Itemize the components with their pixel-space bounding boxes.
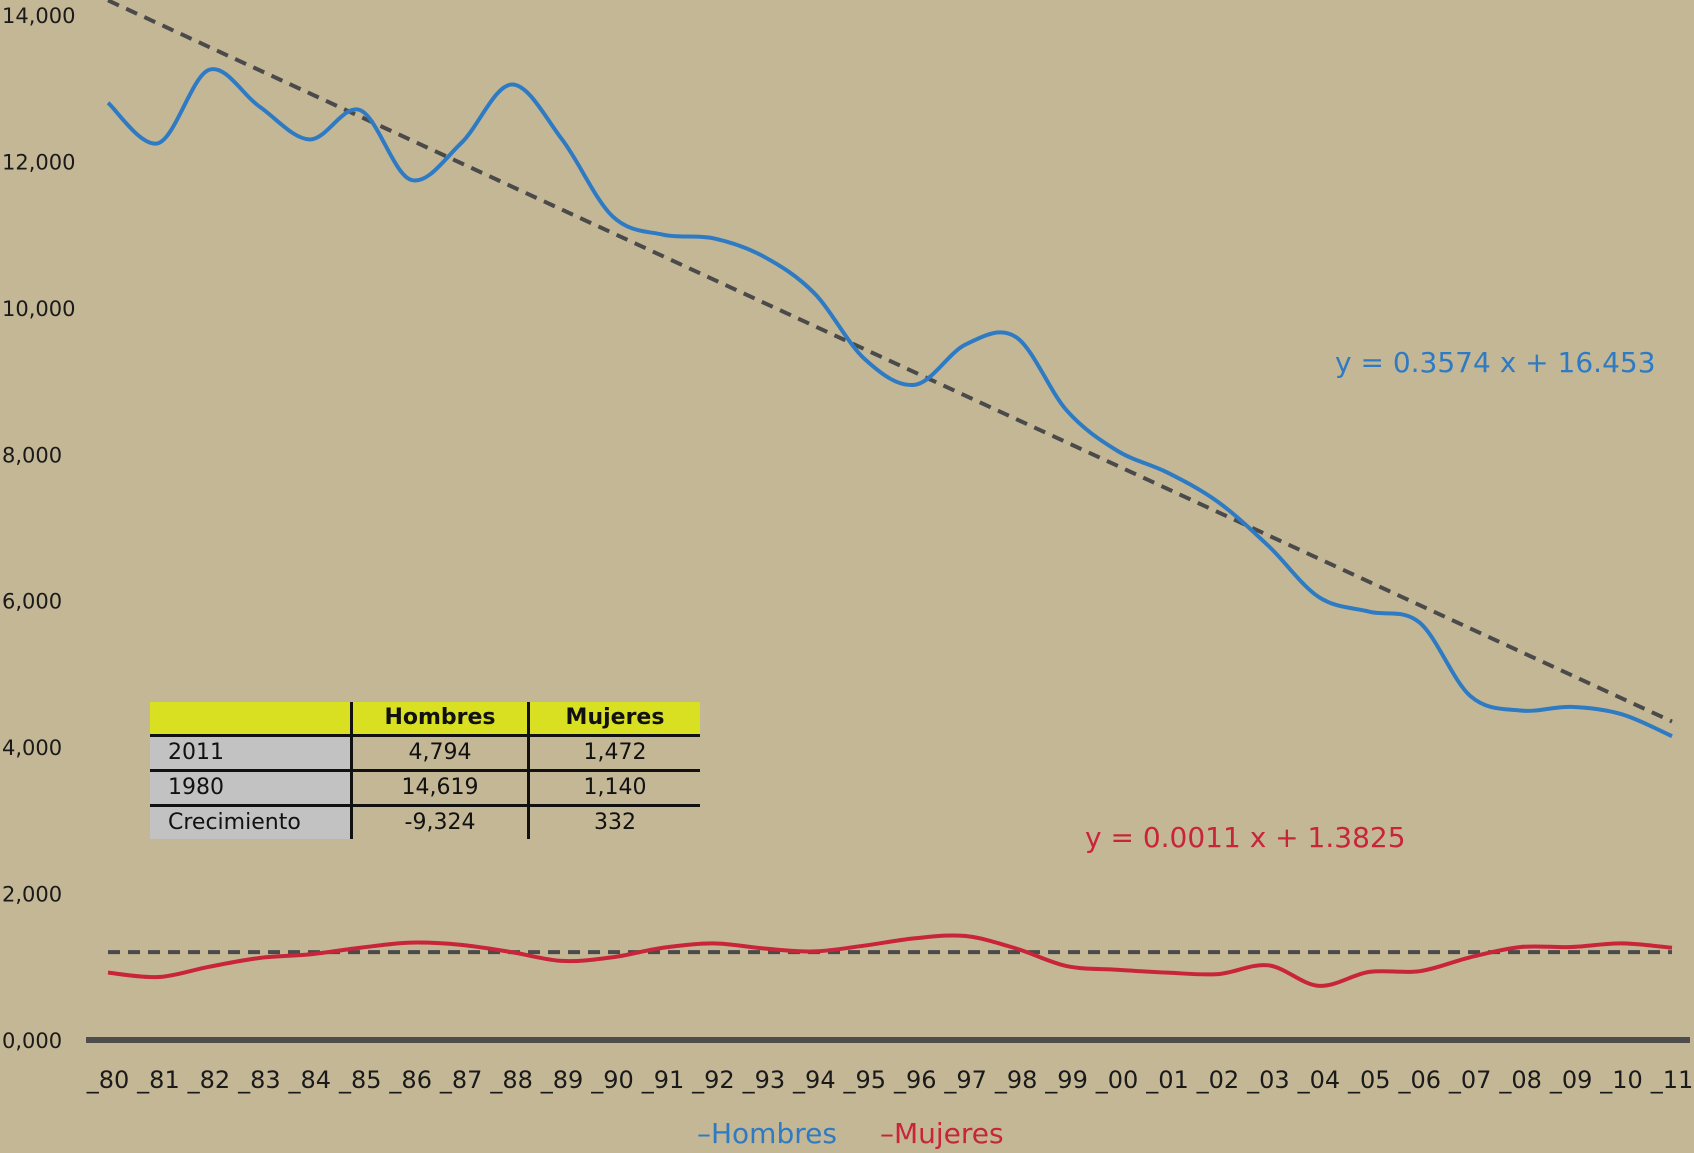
table-row: 1980 14,619 1,140 — [150, 769, 700, 806]
x-tick-label: _95 — [843, 1066, 887, 1094]
x-tick-label: _81 — [136, 1066, 180, 1094]
x-tick-label: _07 — [1448, 1066, 1492, 1094]
y-tick-label: 0,000 — [2, 1029, 62, 1053]
hombres-equation: y = 0.3574 x + 16.453 — [1335, 346, 1656, 379]
legend-hombres: –Hombres — [697, 1117, 837, 1150]
series-lines — [106, 67, 1673, 988]
table-cell-mujeres: 1,140 — [527, 769, 700, 806]
legend-mujeres: –Mujeres — [880, 1117, 1004, 1150]
x-tick-label: _03 — [1246, 1066, 1290, 1094]
y-tick-label: 4,000 — [2, 736, 62, 760]
y-tick-label: 14,000 — [2, 4, 75, 28]
table-header-blank — [150, 702, 352, 736]
x-tick-label: _04 — [1297, 1066, 1341, 1094]
x-tick-label: _94 — [792, 1066, 836, 1094]
x-tick-label: _97 — [943, 1066, 987, 1094]
x-axis-ticks: _80 _81 _82 _83 _84 _85 _86 _87 _88 _89 _90 _91 _92 _… — [86, 1066, 1694, 1094]
x-tick-label: _87 — [439, 1066, 483, 1094]
x-tick-label: _99 — [1044, 1066, 1088, 1094]
table-row: Crecimiento -9,324 332 — [150, 804, 700, 839]
table-cell-label: 2011 — [150, 734, 352, 771]
x-tick-label: _92 — [691, 1066, 735, 1094]
x-tick-label: _01 — [1145, 1066, 1189, 1094]
y-tick-label: 2,000 — [2, 883, 62, 907]
table-cell-hombres: 4,794 — [350, 734, 529, 771]
mujeres-equation: y = 0.0011 x + 1.3825 — [1085, 821, 1406, 854]
x-tick-label: _11 — [1650, 1066, 1694, 1094]
series-line-hombres — [106, 67, 1673, 738]
table-header-hombres: Hombres — [350, 702, 529, 736]
x-tick-label: _06 — [1397, 1066, 1441, 1094]
table-row: 2011 4,794 1,472 — [150, 734, 700, 771]
x-tick-label: _86 — [388, 1066, 432, 1094]
y-tick-label: 12,000 — [2, 150, 75, 174]
table-cell-hombres: 14,619 — [350, 769, 529, 806]
x-tick-label: _88 — [489, 1066, 533, 1094]
x-tick-label: _89 — [540, 1066, 584, 1094]
x-tick-label: _80 — [86, 1066, 130, 1094]
table-header-row: Hombres Mujeres — [150, 702, 700, 736]
x-tick-label: _96 — [893, 1066, 937, 1094]
table-cell-mujeres: 332 — [527, 804, 700, 839]
y-tick-label: 6,000 — [2, 590, 62, 614]
x-tick-label: _00 — [1095, 1066, 1139, 1094]
y-tick-label: 10,000 — [2, 297, 75, 321]
y-axis-ticks: 0,000 2,000 4,000 6,000 8,000 10,000 12,000 14,… — [2, 4, 75, 1053]
x-tick-label: _83 — [237, 1066, 281, 1094]
x-tick-label: _05 — [1347, 1066, 1391, 1094]
table-cell-hombres: -9,324 — [350, 804, 529, 839]
table-header-mujeres: Mujeres — [527, 702, 700, 736]
table-cell-label: 1980 — [150, 769, 352, 806]
table-cell-label: Crecimiento — [150, 804, 352, 839]
x-tick-label: _09 — [1549, 1066, 1593, 1094]
summary-table: Hombres Mujeres 2011 4,794 1,472 1980 14… — [150, 702, 700, 839]
x-tick-label: _91 — [641, 1066, 685, 1094]
table-cell-mujeres: 1,472 — [527, 734, 700, 771]
x-tick-label: _85 — [338, 1066, 382, 1094]
x-tick-label: _02 — [1196, 1066, 1240, 1094]
x-tick-label: _93 — [742, 1066, 786, 1094]
y-tick-label: 8,000 — [2, 443, 62, 467]
x-tick-label: _84 — [288, 1066, 332, 1094]
x-tick-label: _08 — [1498, 1066, 1542, 1094]
x-tick-label: _90 — [590, 1066, 634, 1094]
x-tick-label: _82 — [187, 1066, 231, 1094]
x-tick-label: _10 — [1599, 1066, 1643, 1094]
x-tick-label: _98 — [994, 1066, 1038, 1094]
series-line-mujeres — [107, 933, 1673, 988]
